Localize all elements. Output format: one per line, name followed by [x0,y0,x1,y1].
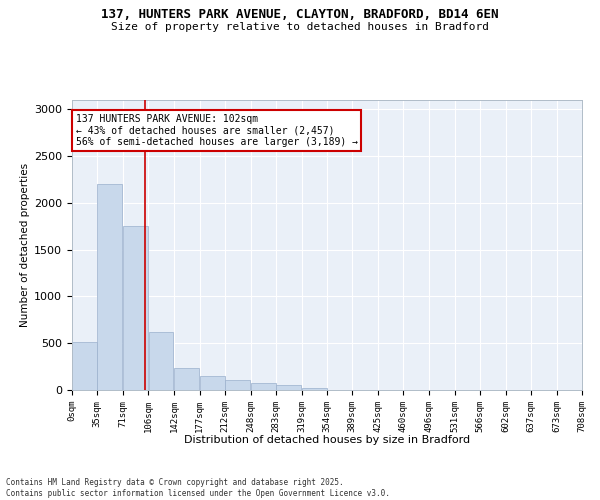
Bar [97,184,122,390]
Bar [124,226,148,390]
Text: Size of property relative to detached houses in Bradford: Size of property relative to detached ho… [111,22,489,32]
Bar [200,376,224,390]
Bar [276,385,301,390]
Text: 137 HUNTERS PARK AVENUE: 102sqm
← 43% of detached houses are smaller (2,457)
56%: 137 HUNTERS PARK AVENUE: 102sqm ← 43% of… [76,114,358,147]
Bar [149,332,173,390]
Bar [175,368,199,390]
X-axis label: Distribution of detached houses by size in Bradford: Distribution of detached houses by size … [184,434,470,445]
Y-axis label: Number of detached properties: Number of detached properties [20,163,30,327]
Text: 137, HUNTERS PARK AVENUE, CLAYTON, BRADFORD, BD14 6EN: 137, HUNTERS PARK AVENUE, CLAYTON, BRADF… [101,8,499,20]
Bar [251,382,275,390]
Bar [72,342,97,390]
Bar [302,388,327,390]
Bar [225,380,250,390]
Text: Contains HM Land Registry data © Crown copyright and database right 2025.
Contai: Contains HM Land Registry data © Crown c… [6,478,390,498]
